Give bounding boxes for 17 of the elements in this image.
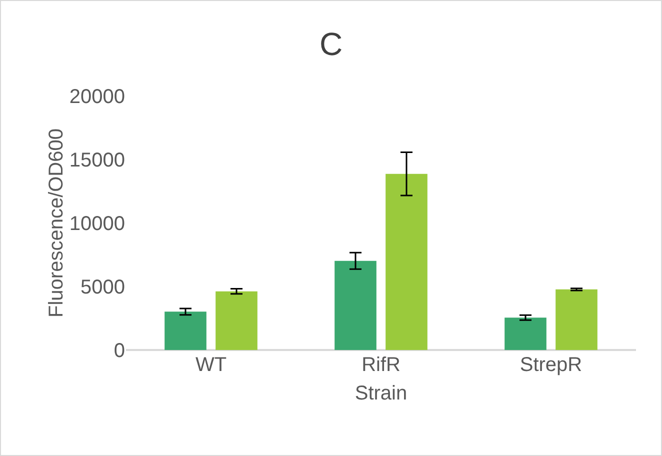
y-tick-label: 5000: [80, 276, 125, 298]
x-tick-label: StrepR: [520, 354, 582, 376]
y-tick-label: 15000: [69, 150, 125, 172]
y-tick-label: 20000: [69, 86, 125, 108]
y-tick-label: 10000: [69, 213, 125, 235]
x-axis-title: Strain: [354, 382, 408, 404]
y-axis-title: Fluorescence/OD600: [45, 128, 68, 318]
x-tick-label: WT: [195, 354, 227, 376]
bar: [216, 291, 258, 350]
bar: [504, 318, 546, 350]
x-tick-label: RifR: [362, 354, 400, 376]
bar: [556, 289, 598, 350]
bar: [334, 260, 376, 350]
bar: [164, 312, 206, 350]
bar: [386, 174, 428, 350]
chart-title: C: [319, 26, 343, 62]
y-tick-label: 0: [114, 340, 125, 362]
